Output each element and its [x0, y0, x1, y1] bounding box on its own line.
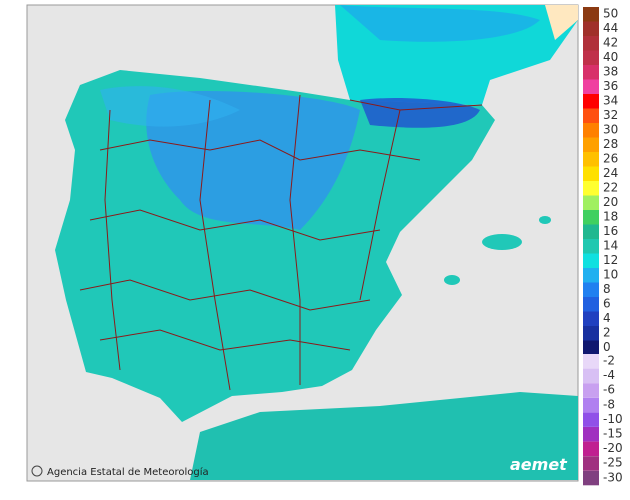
- legend-swatch: [583, 397, 599, 413]
- island: [539, 216, 551, 224]
- legend-label: 30: [603, 123, 618, 137]
- cold-area: [340, 5, 540, 42]
- legend-label: 32: [603, 108, 618, 122]
- legend-swatch: [583, 412, 599, 427]
- border: [79, 279, 371, 311]
- legend-swatch: [583, 368, 599, 384]
- legend-label: 22: [603, 181, 618, 195]
- logo: aemet: [510, 455, 568, 474]
- legend-swatch: [583, 383, 599, 398]
- legend-label: 26: [603, 152, 618, 166]
- legend-swatch: [583, 65, 599, 80]
- legend-swatch: [583, 470, 599, 486]
- legend-label: 50: [603, 7, 618, 21]
- legend-label: -2: [603, 354, 615, 368]
- land-edge: [545, 5, 578, 40]
- legend-label: 44: [603, 21, 618, 35]
- legend-swatch: [583, 253, 599, 268]
- legend-swatch: [583, 94, 599, 109]
- legend-label: -8: [603, 397, 615, 411]
- legend-swatch: [583, 50, 599, 65]
- legend-swatch: [583, 79, 599, 94]
- border: [99, 329, 351, 351]
- legend-swatch: [583, 456, 599, 471]
- legend-swatch: [583, 36, 599, 51]
- legend-label: 24: [603, 166, 618, 180]
- border: [359, 109, 401, 301]
- legend-label: 42: [603, 36, 618, 50]
- legend-swatch: [583, 268, 599, 283]
- legend-label: 12: [603, 253, 618, 267]
- legend-label: 8: [603, 282, 611, 296]
- legend-label: 6: [603, 297, 611, 311]
- cold-area: [360, 98, 480, 128]
- legend-swatch: [583, 282, 599, 297]
- legend-swatch: [583, 181, 599, 196]
- legend-label: 40: [603, 50, 618, 64]
- cold-area: [146, 90, 360, 230]
- island: [482, 234, 522, 250]
- border: [89, 209, 381, 241]
- legend-swatch: [583, 354, 599, 369]
- legend-swatch: [583, 441, 599, 457]
- legend-swatch: [583, 340, 599, 355]
- legend-label: 16: [603, 224, 618, 238]
- legend-label: 36: [603, 79, 618, 93]
- border: [199, 99, 231, 391]
- border: [289, 94, 301, 385]
- legend-swatch: [583, 195, 599, 210]
- cold-area: [100, 86, 240, 127]
- legend-label: 20: [603, 195, 618, 209]
- legend-label: -10: [603, 412, 623, 426]
- legend-label: 34: [603, 94, 618, 108]
- legend-label: 38: [603, 65, 618, 79]
- legend-label: 28: [603, 137, 618, 151]
- border: [104, 109, 121, 371]
- legend-swatch: [583, 311, 599, 326]
- legend-label: -25: [603, 456, 623, 470]
- legend-swatch: [583, 427, 599, 442]
- legend-label: 2: [603, 326, 611, 340]
- legend-swatch: [583, 297, 599, 312]
- legend-label: 18: [603, 210, 618, 224]
- legend-label: 14: [603, 239, 618, 253]
- legend-swatch: [583, 7, 599, 22]
- legend-label: -20: [603, 441, 623, 455]
- legend-swatch: [583, 326, 599, 341]
- legend-swatch: [583, 123, 599, 138]
- borders: [79, 94, 483, 391]
- legend-label: -4: [603, 368, 615, 382]
- island: [444, 275, 460, 285]
- legend-swatch: [583, 166, 599, 181]
- legend-label: -30: [603, 470, 623, 484]
- legend-label: 0: [603, 340, 611, 354]
- legend-label: -15: [603, 427, 623, 441]
- africa: [190, 392, 578, 480]
- legend-swatch: [583, 137, 599, 152]
- legend-swatch: [583, 210, 599, 225]
- legend-swatch: [583, 152, 599, 167]
- legend-label: 10: [603, 268, 618, 282]
- attribution: Agencia Estatal de Meteorología: [47, 466, 209, 478]
- legend-label: -6: [603, 383, 615, 397]
- legend-swatch: [583, 21, 599, 36]
- border: [99, 139, 421, 161]
- legend-swatch: [583, 239, 599, 254]
- legend: 5044424038363432302826242220181614121086…: [583, 7, 623, 486]
- copyright-icon: [31, 465, 43, 477]
- legend-label: 4: [603, 311, 611, 325]
- legend-swatch: [583, 108, 599, 123]
- legend-swatch: [583, 224, 599, 239]
